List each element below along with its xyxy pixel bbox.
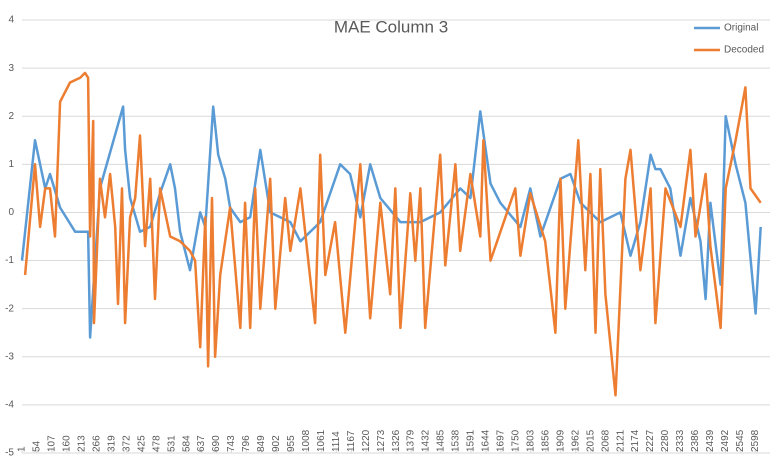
x-tick-label: 478 xyxy=(151,435,162,452)
x-tick-label: 54 xyxy=(32,440,43,452)
x-tick-label: 213 xyxy=(77,435,88,452)
x-tick-label: 372 xyxy=(121,435,132,452)
x-tick-label: 2598 xyxy=(750,429,761,452)
y-tick-label: 0 xyxy=(8,207,14,218)
x-tick-label: 2545 xyxy=(735,429,746,452)
x-tick-label: 2015 xyxy=(585,429,596,452)
x-tick-label: 1326 xyxy=(391,429,402,452)
x-tick-label: 1379 xyxy=(406,429,417,452)
x-tick-label: 107 xyxy=(47,435,58,452)
x-tick-label: 2227 xyxy=(645,429,656,452)
x-tick-label: 1008 xyxy=(301,429,312,452)
x-tick-label: 1591 xyxy=(466,429,477,452)
x-tick-label: 1697 xyxy=(496,429,507,452)
x-tick-label: 796 xyxy=(241,435,252,452)
x-tick-label: 2333 xyxy=(675,429,686,452)
x-tick-label: 1114 xyxy=(331,431,342,452)
y-tick-label: 4 xyxy=(8,15,14,26)
x-tick-label: 1803 xyxy=(525,429,536,452)
x-tick-label: 1909 xyxy=(555,429,566,452)
x-tick-label: 1432 xyxy=(421,429,432,452)
x-tick-label: 584 xyxy=(181,435,192,452)
x-tick-label: 637 xyxy=(196,435,207,452)
y-tick-label: -4 xyxy=(5,400,14,411)
y-tick-label: 1 xyxy=(8,159,14,170)
series-line xyxy=(23,71,762,397)
y-tick-label: -3 xyxy=(5,351,14,362)
y-tick-label: -1 xyxy=(5,255,14,266)
x-tick-label: 1061 xyxy=(316,429,327,452)
x-tick-label: 1273 xyxy=(376,429,387,452)
x-tick-label: 1538 xyxy=(451,429,462,452)
x-tick-label: 1 xyxy=(17,446,28,452)
x-tick-label: 1962 xyxy=(570,429,581,452)
y-tick-label: 2 xyxy=(8,111,14,122)
x-tick-label: 690 xyxy=(211,435,222,452)
x-tick-label: 1644 xyxy=(481,429,492,452)
legend-label: Decoded xyxy=(724,45,764,56)
x-tick-label: 319 xyxy=(106,435,117,452)
x-tick-label: 1167 xyxy=(346,430,357,452)
x-tick-label: 955 xyxy=(286,435,297,452)
x-tick-label: 1750 xyxy=(511,429,522,452)
legend-label: Original xyxy=(724,23,758,34)
x-tick-label: 2068 xyxy=(600,429,611,452)
x-tick-label: 531 xyxy=(166,435,177,452)
x-tick-label: 1485 xyxy=(436,429,447,452)
x-tick-label: 2439 xyxy=(705,429,716,452)
x-tick-label: 902 xyxy=(271,435,282,452)
x-tick-label: 2280 xyxy=(660,429,671,452)
x-tick-label: 2386 xyxy=(690,429,701,452)
x-tick-label: 160 xyxy=(62,435,73,452)
chart-title: MAE Column 3 xyxy=(334,17,448,36)
y-tick-label: 3 xyxy=(8,63,14,74)
x-tick-label: 1856 xyxy=(540,429,551,452)
x-tick-label: 425 xyxy=(136,435,147,452)
y-tick-label: -5 xyxy=(5,448,14,459)
x-tick-label: 849 xyxy=(256,435,267,452)
x-tick-label: 1220 xyxy=(361,429,372,452)
x-tick-label: 2121 xyxy=(615,429,626,452)
x-tick-label: 2174 xyxy=(630,429,641,452)
series-line xyxy=(20,105,762,339)
x-tick-label: 2492 xyxy=(720,429,731,452)
x-tick-label: 743 xyxy=(226,435,237,452)
x-tick-label: 266 xyxy=(91,435,102,452)
y-tick-label: -2 xyxy=(5,303,14,314)
